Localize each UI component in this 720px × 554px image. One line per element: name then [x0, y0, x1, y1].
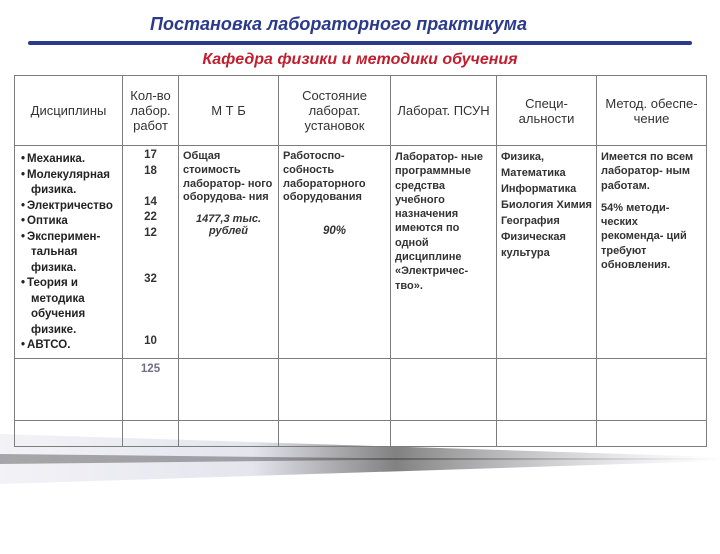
- th-mtb: М Т Б: [179, 76, 279, 146]
- th-met: Метод. обеспе- чение: [597, 76, 707, 146]
- method-text: Имеется по всем лаборатор- ным работам. …: [601, 150, 702, 272]
- cell-mtb: Общая стоимость лаборатор- ного оборудов…: [179, 146, 279, 359]
- count-total: 125: [123, 358, 179, 420]
- method-p1: Имеется по всем лаборатор- ным работам.: [601, 151, 693, 192]
- page-title: Постановка лабораторного практикума: [150, 14, 720, 35]
- spec-text: Физика, Математика Информатика Биология …: [501, 150, 592, 262]
- count-value: 10: [127, 334, 174, 350]
- count-value: [127, 288, 174, 304]
- count-value: 18: [127, 164, 174, 180]
- count-value: 22: [127, 210, 174, 226]
- lab-text: Лаборатор- ные программные средства учеб…: [395, 150, 492, 293]
- th-spec: Специ- альности: [497, 76, 597, 146]
- discipline-item: Эксперимен-: [21, 230, 118, 246]
- cell-method: Имеется по всем лаборатор- ным работам. …: [597, 146, 707, 359]
- th-lab: Лаборат. ПСУН: [391, 76, 497, 146]
- count-value: [127, 319, 174, 335]
- table-extra-row: 125: [15, 358, 707, 420]
- th-count: Кол-во лабор. работ: [123, 76, 179, 146]
- disciplines-list: Механика.Молекулярнаяфизика.Электричеств…: [19, 152, 118, 354]
- lab-table: Дисциплины Кол-во лабор. работ М Т Б Сос…: [14, 75, 707, 447]
- count-value: 17: [127, 148, 174, 164]
- count-value: [127, 241, 174, 257]
- state-percent: 90%: [283, 225, 386, 237]
- state-text: Работоспо- собность лабораторного оборуд…: [283, 150, 386, 205]
- table-header-row: Дисциплины Кол-во лабор. работ М Т Б Сос…: [15, 76, 707, 146]
- discipline-item: Молекулярная: [21, 168, 118, 184]
- discipline-item: Механика.: [21, 152, 118, 168]
- method-p2: 54% методи- ческих рекоменда- ций требую…: [601, 202, 687, 271]
- table-body-row: Механика.Молекулярнаяфизика.Электричеств…: [15, 146, 707, 359]
- cell-disciplines: Механика.Молекулярнаяфизика.Электричеств…: [15, 146, 123, 359]
- count-value: 14: [127, 195, 174, 211]
- discipline-item: Теория и: [21, 276, 118, 292]
- page-subtitle: Кафедра физики и методики обучения: [0, 51, 720, 69]
- count-value: [127, 179, 174, 195]
- discipline-item: физике.: [21, 323, 118, 339]
- th-disciplines: Дисциплины: [15, 76, 123, 146]
- count-value: 12: [127, 226, 174, 242]
- discipline-item: Оптика: [21, 214, 118, 230]
- discipline-item: физика.: [21, 183, 118, 199]
- cell-spec: Физика, Математика Информатика Биология …: [497, 146, 597, 359]
- discipline-item: обучения: [21, 307, 118, 323]
- discipline-item: Электричество: [21, 199, 118, 215]
- discipline-item: АВТСО.: [21, 338, 118, 354]
- discipline-item: методика: [21, 292, 118, 308]
- mtb-value: 1477,3 тыс. рублей: [183, 213, 274, 237]
- table-small-row: [15, 420, 707, 446]
- count-value: [127, 257, 174, 273]
- discipline-item: тальная: [21, 245, 118, 261]
- count-value: [127, 303, 174, 319]
- cell-counts: 1718 142212 32 10: [123, 146, 179, 359]
- title-rule: [28, 41, 692, 45]
- discipline-item: физика.: [21, 261, 118, 277]
- cell-lab: Лаборатор- ные программные средства учеб…: [391, 146, 497, 359]
- mtb-text: Общая стоимость лаборатор- ного оборудов…: [183, 150, 274, 205]
- th-state: Состояние лаборат. установок: [279, 76, 391, 146]
- count-value: 32: [127, 272, 174, 288]
- cell-state: Работоспо- собность лабораторного оборуд…: [279, 146, 391, 359]
